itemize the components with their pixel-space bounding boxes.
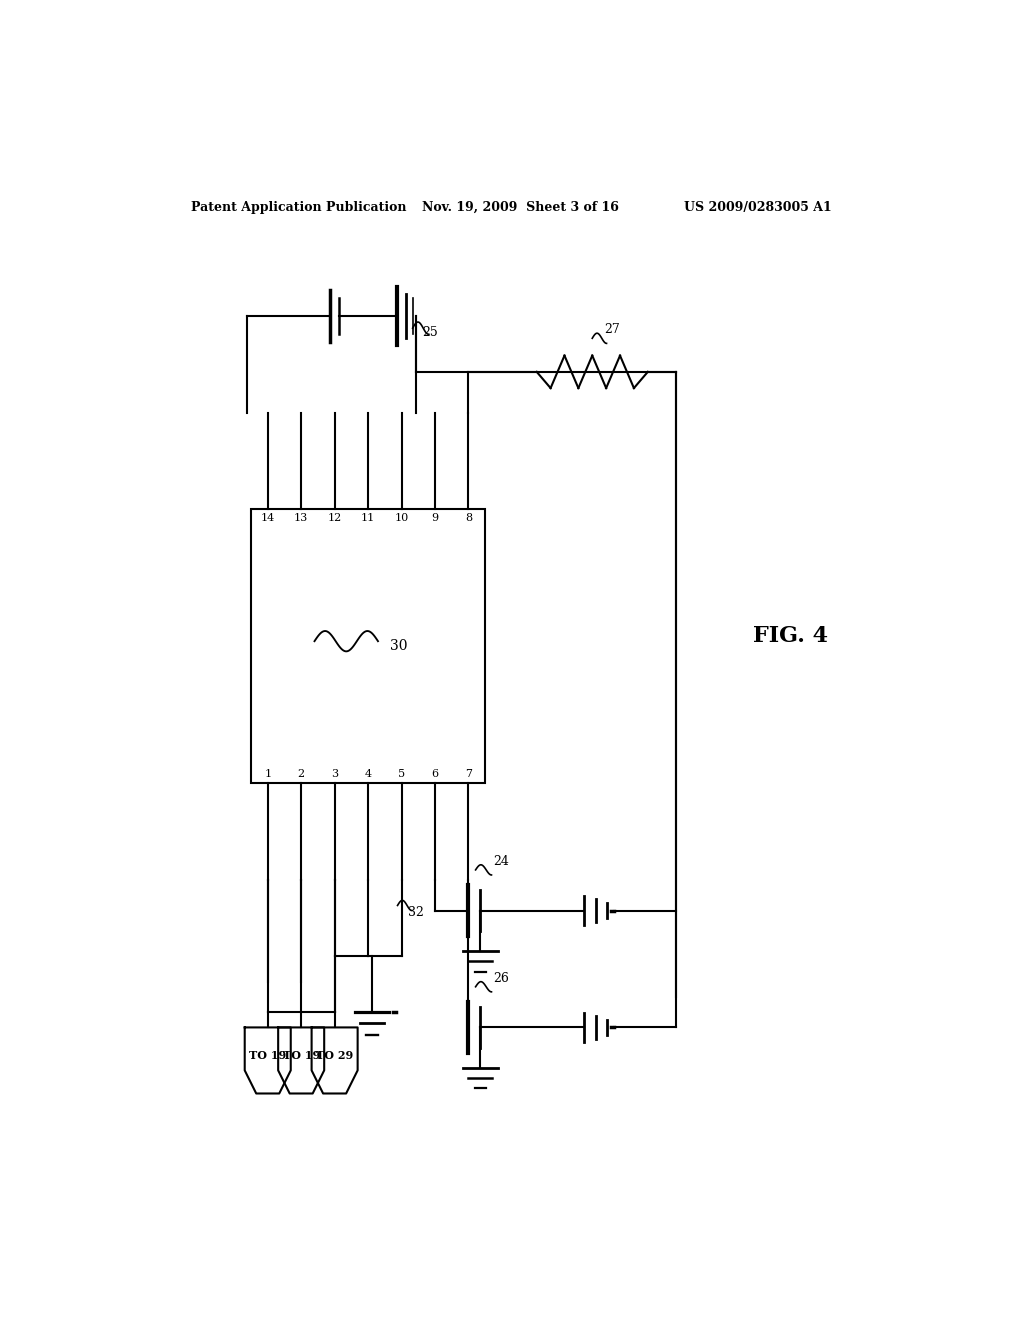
Text: 12: 12 bbox=[328, 513, 342, 523]
Text: FIG. 4: FIG. 4 bbox=[754, 626, 828, 647]
Text: 2: 2 bbox=[298, 770, 305, 779]
Text: 27: 27 bbox=[604, 323, 620, 337]
Text: 32: 32 bbox=[408, 906, 424, 919]
Text: 9: 9 bbox=[431, 513, 438, 523]
Text: US 2009/0283005 A1: US 2009/0283005 A1 bbox=[684, 201, 831, 214]
Text: 5: 5 bbox=[398, 770, 406, 779]
Text: 24: 24 bbox=[494, 855, 509, 867]
Text: 6: 6 bbox=[431, 770, 438, 779]
Text: 1: 1 bbox=[264, 770, 271, 779]
Text: 14: 14 bbox=[260, 513, 274, 523]
Bar bbox=[251, 510, 485, 784]
Text: TO 19: TO 19 bbox=[249, 1049, 287, 1061]
Text: 10: 10 bbox=[394, 513, 409, 523]
Text: 3: 3 bbox=[331, 770, 338, 779]
Text: Patent Application Publication: Patent Application Publication bbox=[191, 201, 407, 214]
Text: 13: 13 bbox=[294, 513, 308, 523]
Text: TO 29: TO 29 bbox=[316, 1049, 353, 1061]
Text: 7: 7 bbox=[465, 770, 472, 779]
Text: TO 19: TO 19 bbox=[283, 1049, 319, 1061]
Text: 4: 4 bbox=[365, 770, 372, 779]
Text: 30: 30 bbox=[390, 639, 408, 653]
Text: 11: 11 bbox=[360, 513, 375, 523]
Text: 8: 8 bbox=[465, 513, 472, 523]
Text: Nov. 19, 2009  Sheet 3 of 16: Nov. 19, 2009 Sheet 3 of 16 bbox=[422, 201, 618, 214]
Text: 26: 26 bbox=[494, 972, 509, 985]
Text: 25: 25 bbox=[422, 326, 438, 339]
